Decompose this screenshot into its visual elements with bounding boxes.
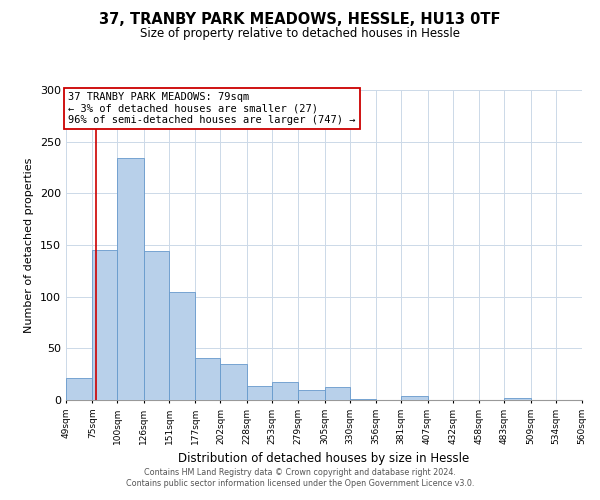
Bar — [401, 396, 428, 400]
Y-axis label: Number of detached properties: Number of detached properties — [25, 158, 34, 332]
Bar — [298, 390, 325, 400]
Text: 37 TRANBY PARK MEADOWS: 79sqm
← 3% of detached houses are smaller (27)
96% of se: 37 TRANBY PARK MEADOWS: 79sqm ← 3% of de… — [68, 92, 356, 126]
Bar — [350, 399, 376, 400]
Bar — [220, 364, 247, 400]
Bar — [92, 250, 118, 400]
Text: Size of property relative to detached houses in Hessle: Size of property relative to detached ho… — [140, 28, 460, 40]
Text: Contains HM Land Registry data © Crown copyright and database right 2024.
Contai: Contains HM Land Registry data © Crown c… — [126, 468, 474, 487]
Bar — [169, 292, 195, 400]
Bar — [504, 398, 530, 400]
Bar — [66, 378, 92, 400]
Bar — [118, 158, 144, 400]
Bar — [272, 382, 298, 400]
Bar — [325, 386, 350, 400]
Text: 37, TRANBY PARK MEADOWS, HESSLE, HU13 0TF: 37, TRANBY PARK MEADOWS, HESSLE, HU13 0T… — [99, 12, 501, 28]
Bar — [144, 251, 169, 400]
X-axis label: Distribution of detached houses by size in Hessle: Distribution of detached houses by size … — [178, 452, 470, 466]
Bar — [247, 386, 272, 400]
Bar — [195, 358, 220, 400]
